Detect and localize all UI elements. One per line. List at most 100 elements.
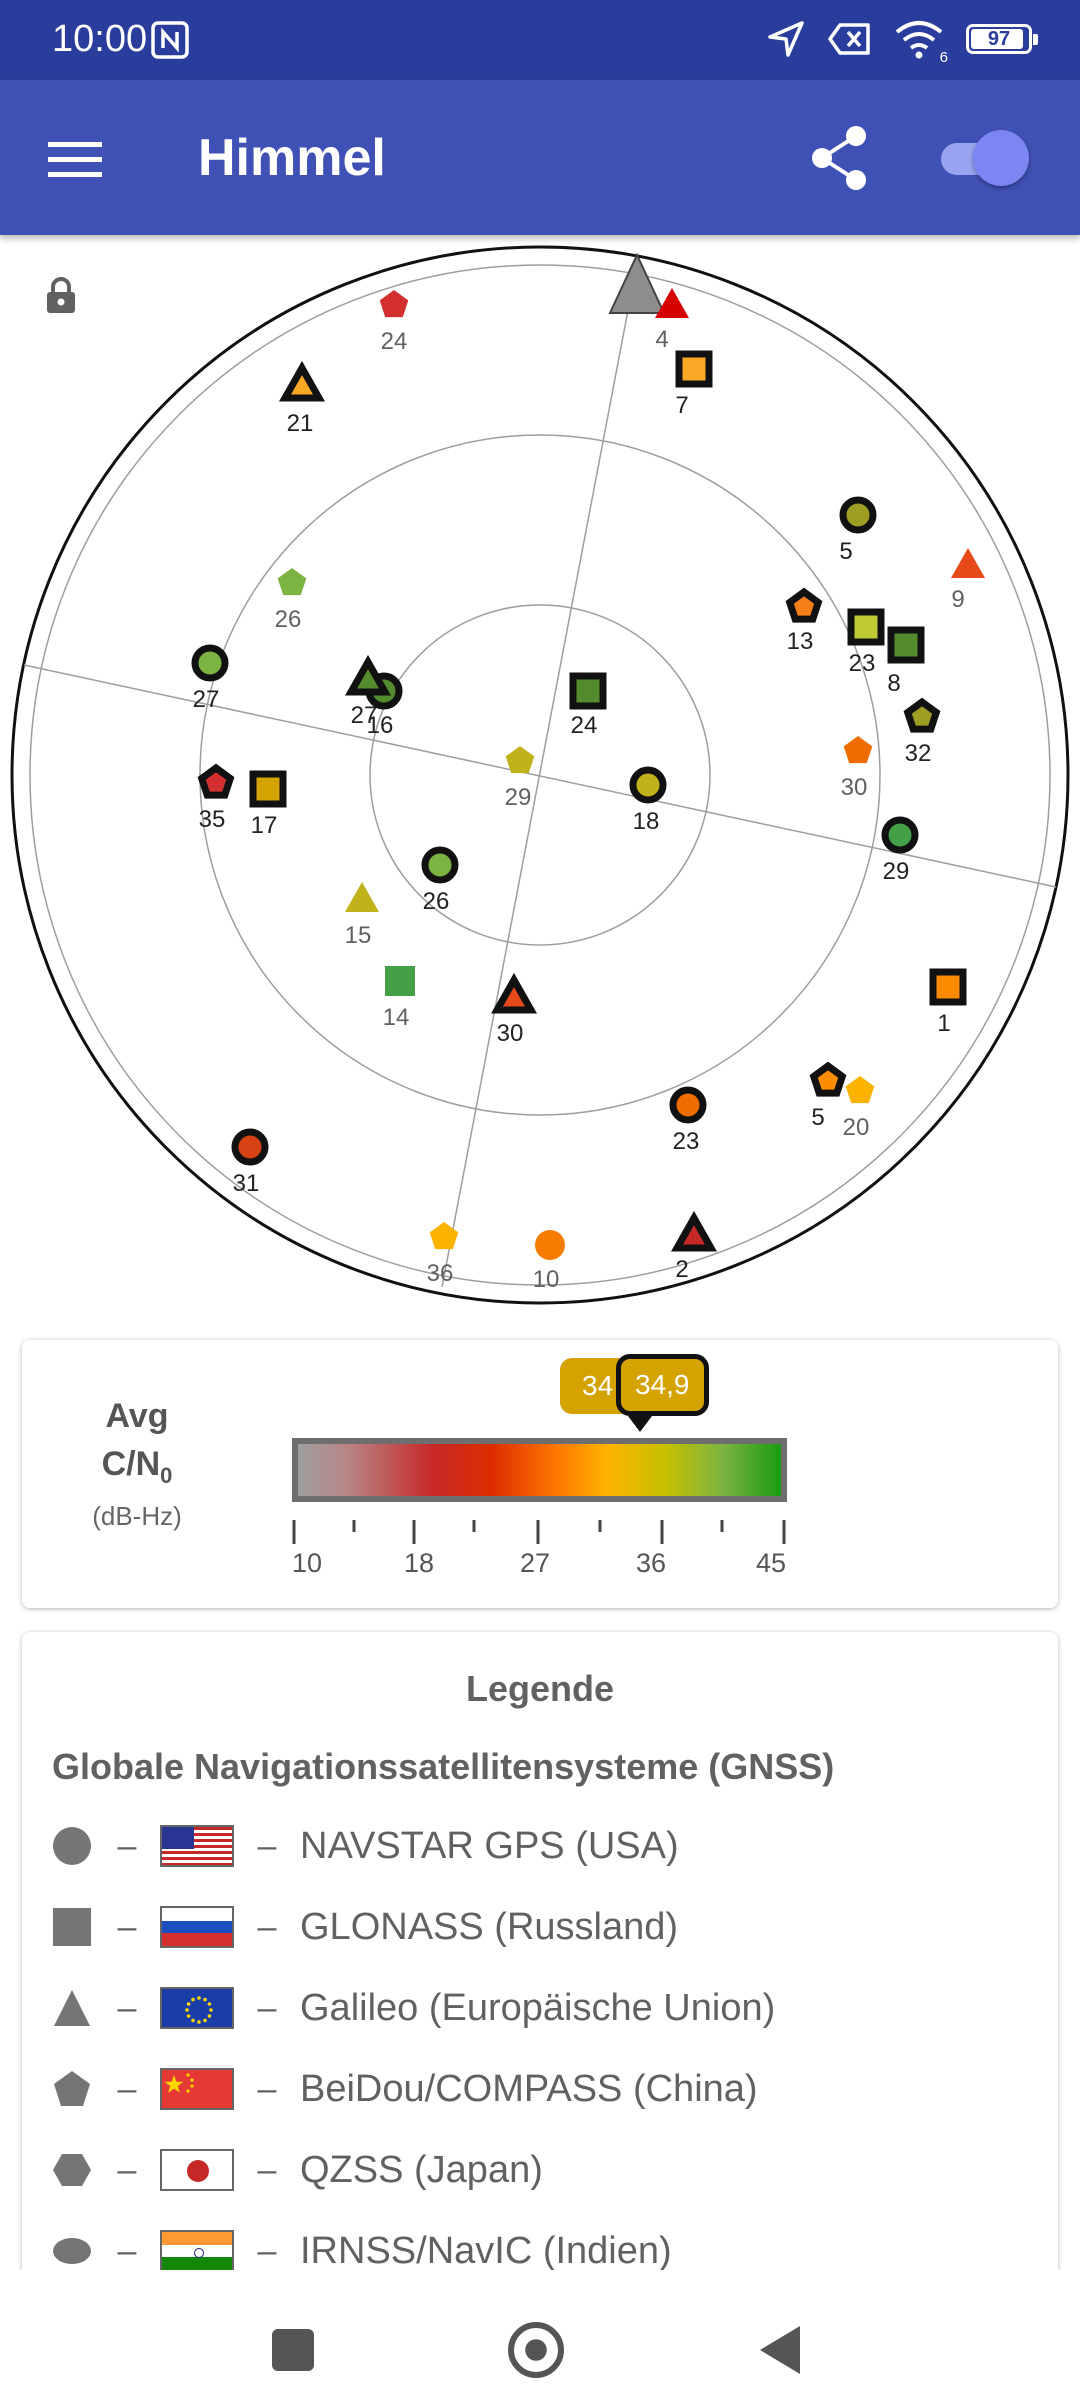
satellite-label: 17: [251, 812, 278, 839]
eu-flag-icon: [160, 1987, 234, 2029]
share-button[interactable]: [800, 118, 880, 198]
legend-item-irnss: – – IRNSS/NavIC (Indien): [50, 2221, 672, 2281]
satellite-marker-circle: [231, 1128, 269, 1166]
satellite-label: 31: [233, 1170, 260, 1197]
satellite-marker-square: [847, 608, 885, 646]
legend-separator: –: [117, 2150, 137, 2189]
cn0-tick-label: 36: [636, 1548, 667, 1578]
satellite-marker-triangle: [951, 548, 985, 578]
satellite-marker-circle: [629, 766, 667, 804]
satellite-label: 20: [843, 1114, 870, 1141]
satellite-circle-26: 26: [421, 846, 459, 915]
hexagon-icon: [50, 2148, 94, 2192]
satellite-label: 7: [675, 392, 688, 419]
satellite-marker-pentagon: [845, 1076, 875, 1104]
legend-item-galileo: – – Galileo (Europäische Union): [50, 1978, 775, 2038]
lock-icon[interactable]: [44, 275, 78, 315]
satellite-label: 24: [381, 328, 408, 355]
satellite-marker-pentagon: [809, 1061, 847, 1097]
legend-separator: –: [257, 1826, 277, 1865]
share-icon: [812, 126, 866, 190]
satellite-marker-triangle: [278, 360, 326, 402]
satellite-marker-square: [569, 672, 607, 710]
satellite-circle-31: 31: [231, 1128, 269, 1197]
satellite-triangle-27: 27: [344, 654, 392, 729]
satellite-label: 5: [839, 538, 852, 565]
russia-flag-icon: [160, 1906, 234, 1948]
cn0-tick-label: 18: [404, 1548, 435, 1578]
satellite-label: 36: [427, 1260, 454, 1287]
satellite-marker-pentagon: [785, 587, 823, 623]
satellite-pentagon-30: 30: [841, 736, 873, 801]
battery-level: 97: [987, 27, 1011, 50]
legend-separator: –: [257, 2231, 277, 2270]
satellite-marker-triangle: [655, 288, 689, 318]
triangle-icon: [50, 1986, 94, 2030]
satellite-marker-square: [249, 770, 287, 808]
back-button[interactable]: [760, 2326, 800, 2374]
satellite-marker-circle: [669, 1086, 707, 1124]
usa-flag-icon: [160, 1825, 234, 1867]
legend-separator: –: [117, 2069, 137, 2108]
cn0-tick-label: 45: [756, 1548, 787, 1578]
satellite-triangle-2: 2: [670, 1210, 718, 1283]
satellite-marker-triangle: [670, 1210, 718, 1252]
satellite-pentagon-5: 5: [809, 1061, 847, 1131]
satellite-square-14: 14: [383, 966, 415, 1031]
status-icons: 6 97: [766, 14, 1038, 66]
india-flag-icon: [160, 2230, 234, 2272]
legend-separator: –: [257, 2150, 277, 2189]
menu-button[interactable]: [40, 125, 110, 195]
cn0-scale: [292, 1520, 786, 1544]
cn0-tick-labels: 10 18 27 36 45: [292, 1548, 812, 1588]
satellite-square-23: 23: [847, 608, 885, 677]
wifi-label: 6: [939, 49, 948, 66]
cn0-avg-pointer: [628, 1416, 652, 1432]
satellite-label: 30: [841, 774, 868, 801]
cn0-label: C/N0: [101, 1445, 173, 1488]
satellite-label: 8: [887, 670, 900, 697]
sky-plot: 24 21 4 7 5 9 26 27 13 23 8 24 16 27 32 29 18 30 35 17 29 26 1…: [0, 235, 1080, 1315]
satellite-triangle-9: 9: [951, 548, 985, 613]
satellite-label: 4: [655, 326, 668, 353]
nfc-icon: [151, 21, 189, 59]
legend-item-gps: – – NAVSTAR GPS (USA): [50, 1816, 679, 1876]
circle-icon: [50, 1824, 94, 1868]
sky-toggle-switch[interactable]: [937, 130, 1029, 186]
cn0-avg-label: Avg: [105, 1397, 169, 1435]
cn0-avg-bubble: 34,9: [616, 1354, 709, 1416]
satellite-marker-circle: [535, 1230, 565, 1260]
status-bar: 10:00 6 97: [0, 0, 1080, 80]
satellite-marker-square: [675, 350, 713, 388]
satellite-label: 23: [849, 650, 876, 677]
satellite-marker-pentagon: [197, 763, 235, 799]
home-button[interactable]: [508, 2322, 564, 2378]
legend-separator: –: [117, 2231, 137, 2270]
satellite-label: 14: [383, 1004, 410, 1031]
satellite-marker-circle: [839, 496, 877, 534]
east-west-line: [23, 664, 1057, 888]
legend-section-title: Globale Navigationssatellitensysteme (GN…: [52, 1746, 835, 1787]
satellite-label: 13: [787, 628, 814, 655]
satellite-marker-pentagon: [277, 568, 307, 596]
hamburger-icon: [48, 142, 102, 177]
legend-name: GLONASS (Russland): [300, 1905, 679, 1948]
legend-separator: –: [117, 1826, 137, 1865]
satellite-marker-square: [385, 966, 415, 996]
satellite-pentagon-35: 35: [197, 763, 235, 833]
satellite-marker-pentagon: [379, 290, 409, 318]
ellipse-icon: [50, 2229, 94, 2273]
satellite-pentagon-26: 26: [275, 568, 307, 633]
legend-separator: –: [257, 2069, 277, 2108]
satellite-marker-pentagon: [505, 746, 535, 774]
satellite-circle-10: 10: [533, 1230, 565, 1293]
legend-name: BeiDou/COMPASS (China): [300, 2067, 758, 2110]
satellite-pentagon-20: 20: [843, 1076, 875, 1141]
satellite-label: 15: [345, 922, 372, 949]
cn0-card: Avg C/N0 (dB-Hz) 34 34,9 10 18 27 36 45: [22, 1340, 1058, 1608]
recent-apps-button[interactable]: [272, 2329, 314, 2371]
satellite-circle-23: 23: [669, 1086, 707, 1155]
satellite-marker-circle: [191, 644, 229, 682]
satellite-square-1: 1: [929, 968, 967, 1037]
